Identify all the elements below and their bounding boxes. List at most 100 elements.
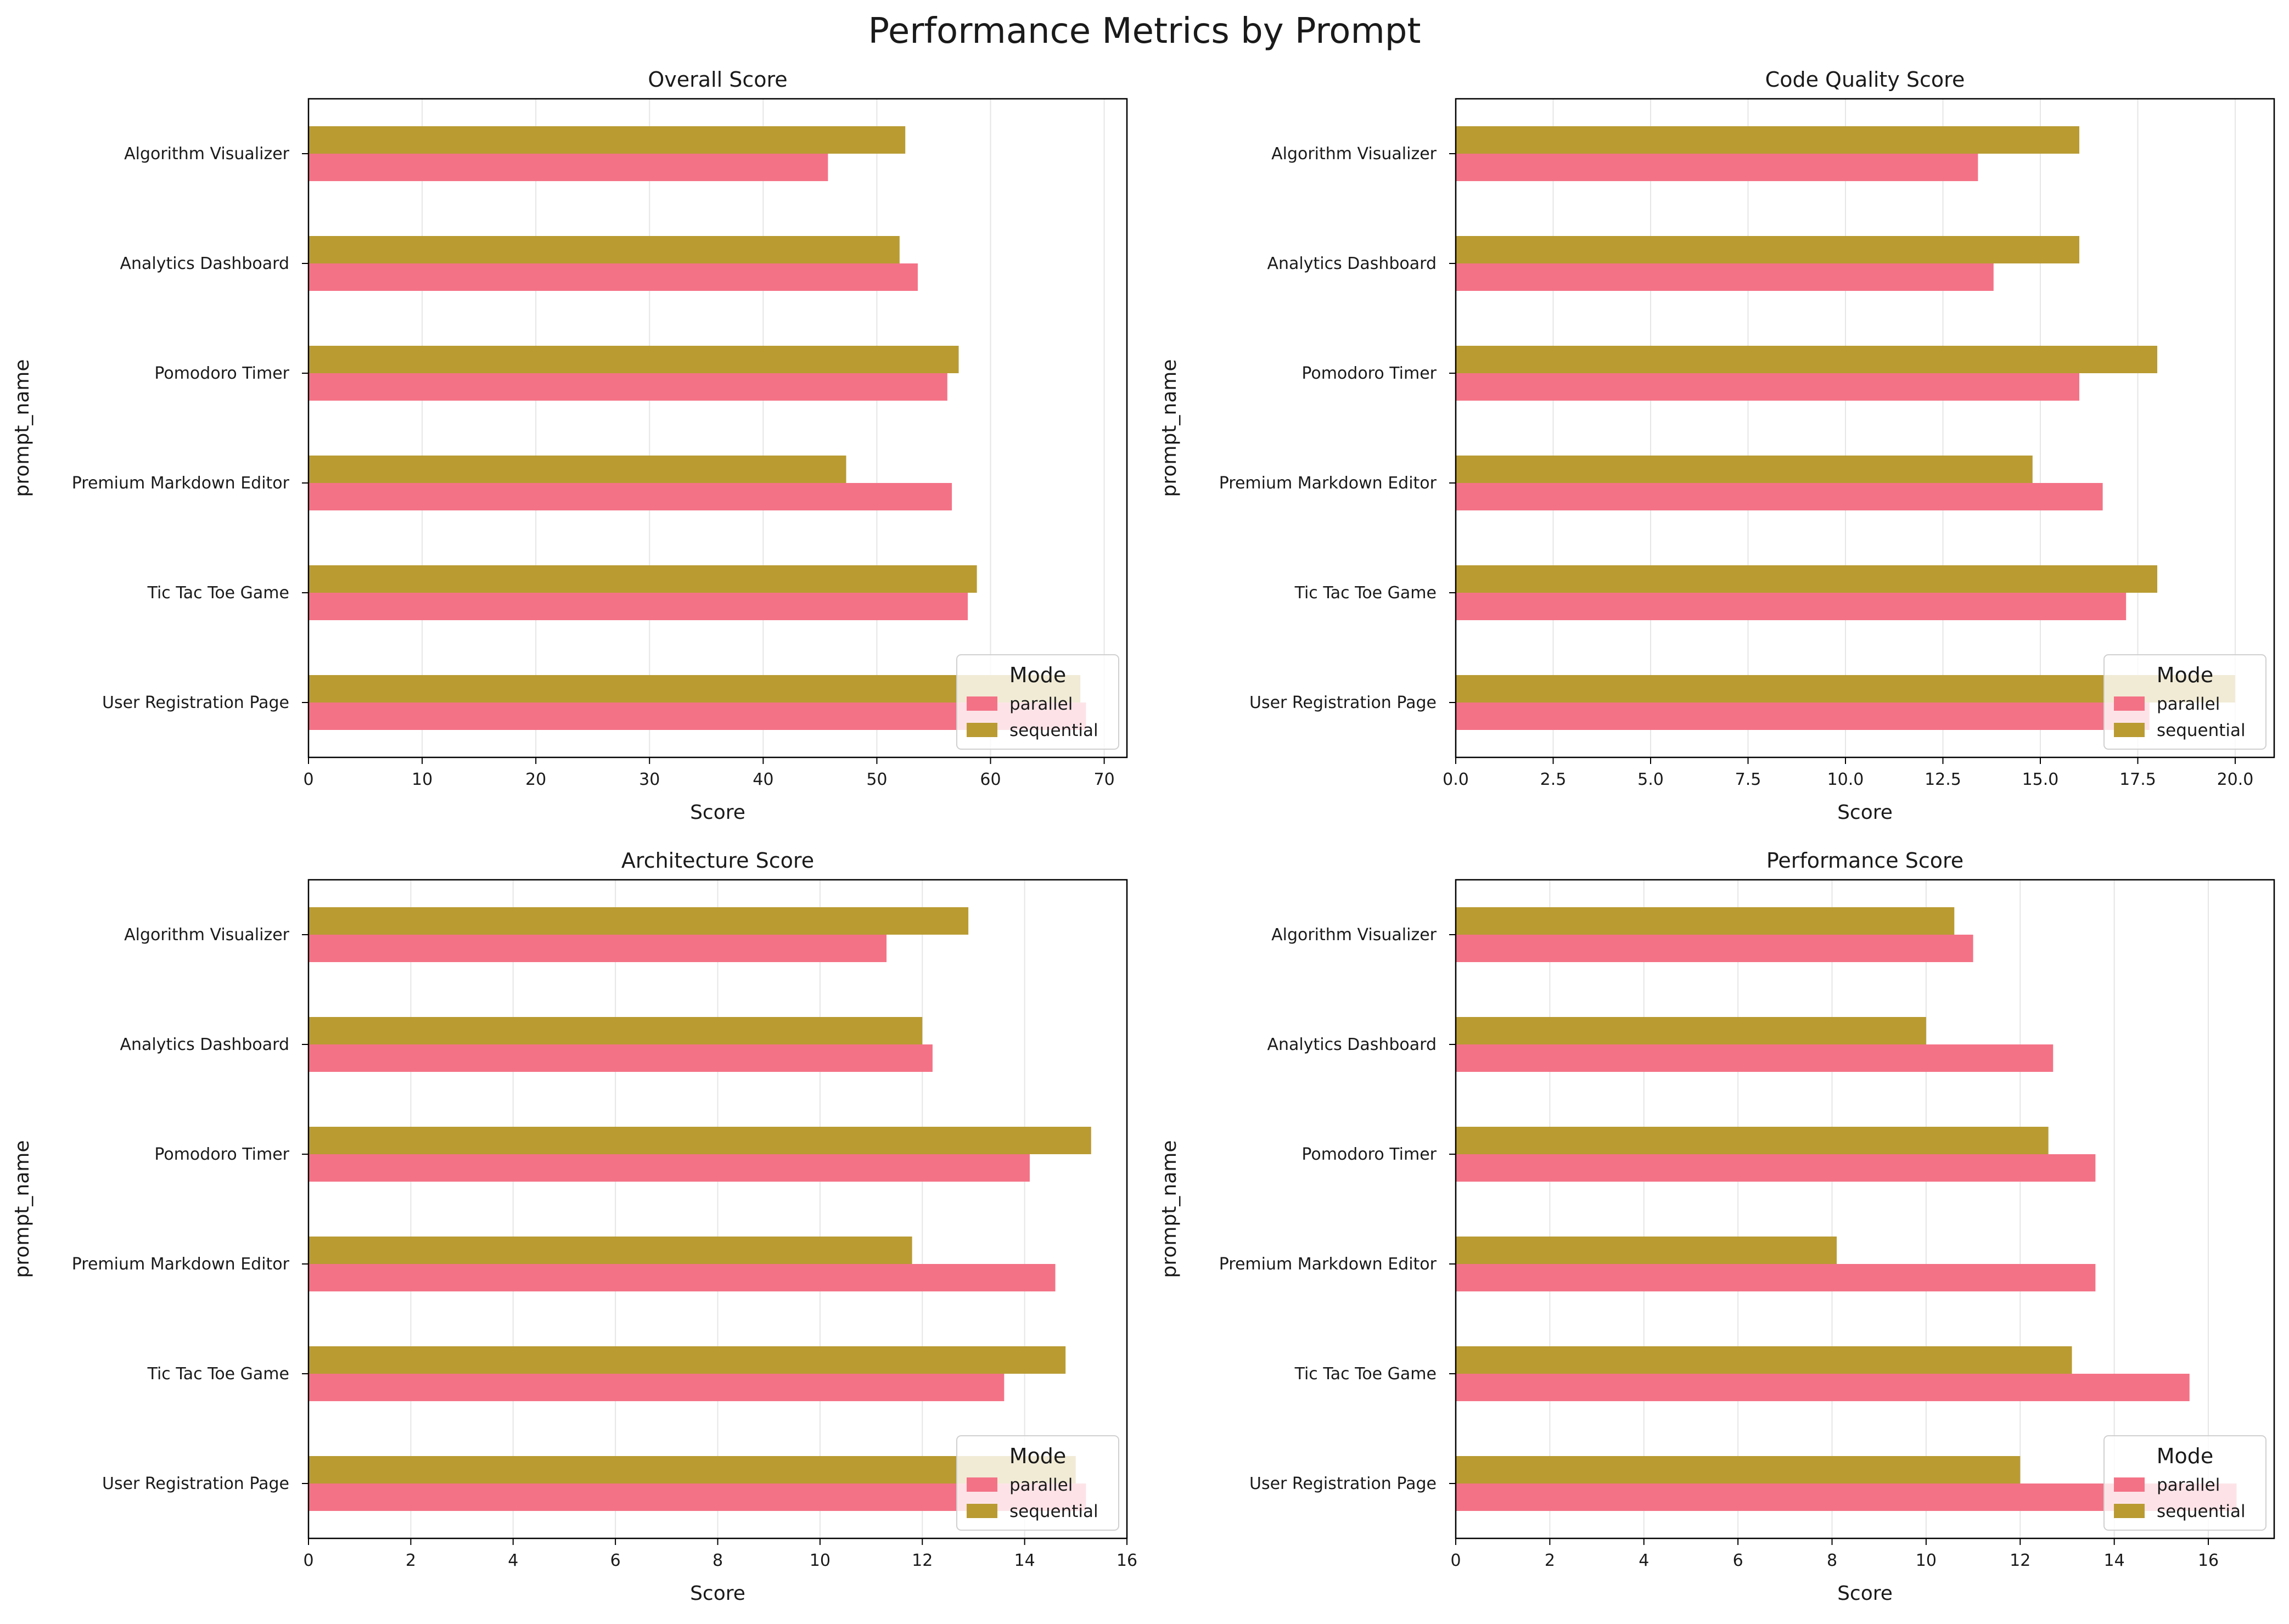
y-tick-label: Tic Tac Toe Game [147, 583, 289, 603]
legend-label-parallel: parallel [1009, 694, 1073, 714]
x-tick-label: 6 [610, 1551, 621, 1570]
bar-sequential [1456, 1346, 2072, 1374]
x-tick-label: 60 [980, 770, 1001, 789]
x-tick-label: 0 [303, 770, 313, 789]
y-tick-label: Premium Markdown Editor [72, 474, 290, 493]
bar-parallel [308, 1264, 1056, 1291]
axes-frame [1455, 98, 2275, 758]
y-tick-label: Pomodoro Timer [154, 364, 289, 383]
legend-label-sequential: sequential [1009, 721, 1098, 740]
y-tick-label: Analytics Dashboard [1267, 254, 1437, 273]
bar-parallel [308, 373, 947, 401]
legend-swatch-sequential [2114, 1504, 2145, 1518]
bar-sequential [308, 675, 1081, 703]
x-tick-label: 10 [810, 1551, 831, 1570]
bar-parallel [308, 154, 828, 181]
x-tick-label: 10 [412, 770, 433, 789]
chart-panel-2: 0.0 2.5 5.0 7.5 10.0 12.5 15.0 17.5 20.0 User Reg… [1158, 68, 2275, 824]
x-tick-label: 12 [2010, 1551, 2030, 1570]
x-tick-label: 14 [1014, 1551, 1035, 1570]
bar-sequential [1456, 1237, 1837, 1264]
x-tick-label: 20.0 [2217, 770, 2254, 789]
bar-parallel [1456, 263, 1994, 291]
y-tick-label: Pomodoro Timer [1301, 364, 1437, 383]
axes-frame [307, 98, 1128, 758]
x-tick-label: 2.5 [1540, 770, 1567, 789]
legend-swatch-parallel [967, 1477, 997, 1492]
bar-sequential [308, 346, 959, 373]
legend-swatch-parallel [2114, 696, 2145, 711]
x-axis-label: Score [1837, 1582, 1893, 1605]
y-tick-label: User Registration Page [1249, 1474, 1437, 1493]
y-axis-label: prompt_name [11, 1140, 33, 1278]
figure-title: Performance Metrics by Prompt [868, 11, 1421, 52]
bar-sequential [1456, 236, 2079, 263]
y-tick-label: Tic Tac Toe Game [147, 1364, 289, 1384]
x-tick-label: 14 [2104, 1551, 2125, 1570]
x-tick-label: 10.0 [1827, 770, 1864, 789]
x-axis-label: Score [690, 801, 745, 824]
legend-title: Mode [2157, 1444, 2214, 1468]
bar-sequential [1456, 565, 2157, 593]
bar-sequential [1456, 1017, 1926, 1044]
chart-panel-4: 0 2 4 6 8 10 12 14 16 User Registration Page Tic T… [1158, 848, 2275, 1605]
bar-parallel [308, 1044, 933, 1072]
bar-sequential [308, 456, 846, 483]
y-tick-label: Algorithm Visualizer [124, 144, 290, 164]
x-tick-label: 6 [1733, 1551, 1743, 1570]
x-tick-label: 16 [1117, 1551, 1137, 1570]
bar-parallel [308, 263, 918, 291]
x-tick-label: 4 [1639, 1551, 1649, 1570]
legend: Mode parallel sequential [2103, 1435, 2266, 1531]
bar-parallel [1456, 593, 2127, 620]
y-tick-label: User Registration Page [1249, 693, 1437, 712]
bar-sequential [1456, 456, 2033, 483]
bar-sequential [308, 1237, 912, 1264]
y-tick-label: Pomodoro Timer [154, 1145, 289, 1164]
bar-sequential [1456, 126, 2079, 154]
legend-label-parallel: parallel [1009, 1475, 1073, 1495]
x-tick-label: 40 [753, 770, 773, 789]
legend-swatch-parallel [967, 696, 997, 711]
x-tick-label: 70 [1093, 770, 1114, 789]
bar-parallel [308, 1374, 1005, 1401]
y-tick-label: Analytics Dashboard [1267, 1035, 1437, 1054]
chart-panel-1: 0 10 20 30 40 50 60 70 User Registration Page Tic… [11, 68, 1128, 824]
legend-label-parallel: parallel [2157, 1475, 2220, 1495]
chart-panel-3: 0 2 4 6 8 10 12 14 16 User Registration Page Tic T… [11, 848, 1137, 1605]
bar-parallel [1456, 703, 2150, 730]
legend-label-sequential: sequential [2157, 1502, 2246, 1521]
x-tick-label: 12.5 [1925, 770, 1961, 789]
x-tick-label: 0.0 [1443, 770, 1469, 789]
y-axis-label: prompt_name [1158, 359, 1181, 497]
axes-title: Overall Score [648, 68, 787, 92]
bar-parallel [1456, 483, 2103, 510]
legend-label-sequential: sequential [2157, 721, 2246, 740]
legend-swatch-sequential [967, 1504, 997, 1518]
x-tick-label: 7.5 [1735, 770, 1761, 789]
x-tick-label: 8 [1827, 1551, 1837, 1570]
bar-sequential [308, 907, 969, 935]
legend: Mode parallel sequential [2103, 654, 2266, 750]
legend: Mode parallel sequential [956, 654, 1119, 750]
legend-title: Mode [2157, 663, 2214, 687]
x-axis-label: Score [690, 1582, 745, 1605]
bar-sequential [308, 126, 906, 154]
bar-parallel [1456, 1374, 2190, 1401]
bar-sequential [308, 236, 900, 263]
legend-swatch-sequential [967, 723, 997, 737]
x-tick-label: 5.0 [1637, 770, 1664, 789]
x-tick-label: 50 [866, 770, 887, 789]
legend-swatch-sequential [2114, 723, 2145, 737]
y-tick-label: Premium Markdown Editor [1219, 474, 1437, 493]
x-tick-label: 30 [639, 770, 660, 789]
x-axis-label: Score [1837, 801, 1893, 824]
bar-sequential [308, 1346, 1066, 1374]
bar-parallel [1456, 935, 1973, 962]
y-tick-label: Analytics Dashboard [120, 254, 289, 273]
y-tick-label: Algorithm Visualizer [1271, 144, 1437, 164]
bar-sequential [1456, 1127, 2049, 1154]
legend: Mode parallel sequential [956, 1435, 1119, 1531]
legend-swatch-parallel [2114, 1477, 2145, 1492]
y-tick-label: Algorithm Visualizer [1271, 925, 1437, 945]
